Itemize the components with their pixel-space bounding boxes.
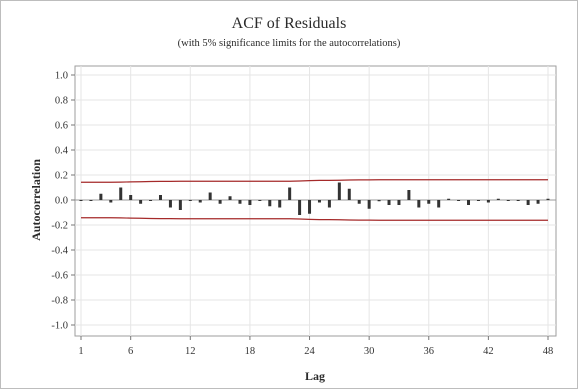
- acf-bar: [437, 200, 441, 208]
- y-tick-label: 0.0: [55, 196, 68, 207]
- acf-bar: [149, 200, 153, 201]
- acf-bar: [457, 200, 461, 201]
- acf-bar: [407, 190, 411, 200]
- x-tick-label: 1: [78, 346, 83, 357]
- acf-bar: [248, 200, 252, 205]
- x-tick-label: 18: [245, 346, 256, 357]
- y-tick-label: 0.8: [55, 96, 68, 107]
- y-axis-ticks: 1.0 0.8 0.6 0.4 0.2 0.0 -0.2 -0.4 -0.6 -0.8 -1.0: [51, 71, 75, 332]
- acf-bar: [337, 182, 341, 200]
- acf-bar: [178, 200, 182, 210]
- acf-bar: [546, 198, 550, 200]
- acf-bar: [168, 200, 172, 208]
- acf-bar: [536, 200, 540, 204]
- acf-bar: [99, 193, 103, 200]
- y-tick-label: -0.4: [51, 246, 68, 257]
- y-axis-label: Autocorrelation: [29, 159, 43, 241]
- acf-bar: [208, 192, 212, 200]
- acf-bar: [308, 200, 312, 214]
- x-axis-label: Lag: [305, 369, 325, 383]
- acf-bar: [188, 200, 192, 201]
- y-tick-label: -0.6: [51, 271, 68, 282]
- x-tick-label: 6: [128, 346, 133, 357]
- acf-bar: [317, 200, 321, 203]
- acf-bar: [119, 187, 123, 200]
- y-tick-label: -0.8: [51, 296, 68, 307]
- acf-bar: [238, 200, 242, 204]
- acf-bar: [506, 200, 510, 201]
- y-tick-label: -0.2: [51, 221, 68, 232]
- acf-bar: [377, 200, 381, 202]
- x-tick-label: 36: [424, 346, 435, 357]
- acf-bar: [387, 200, 391, 205]
- x-tick-label: 42: [483, 346, 494, 357]
- lower-significance-limit: [81, 217, 548, 221]
- plot-border: [74, 65, 557, 337]
- acf-bar: [397, 200, 401, 205]
- upper-significance-limit: [81, 179, 548, 183]
- chart-title: ACF of Residuals: [231, 15, 347, 32]
- acf-bar: [347, 188, 351, 200]
- acf-bar: [486, 200, 490, 203]
- acf-bar: [427, 200, 431, 204]
- acf-bar: [258, 200, 262, 201]
- x-tick-label: 24: [304, 346, 315, 357]
- acf-bar: [467, 200, 471, 205]
- acf-bar: [447, 198, 451, 200]
- y-tick-label: 0.4: [55, 146, 69, 157]
- acf-bar: [268, 200, 272, 207]
- x-tick-label: 12: [185, 346, 196, 357]
- acf-bar: [129, 195, 133, 200]
- acf-bar: [496, 198, 500, 200]
- y-tick-label: 1.0: [55, 71, 68, 82]
- acf-bar: [79, 200, 83, 201]
- gridlines: [75, 66, 556, 336]
- x-axis-ticks: 1 6 12 18 24 30 36 42 48: [78, 336, 553, 357]
- acf-bar: [89, 200, 93, 201]
- acf-bar: [516, 200, 520, 201]
- acf-bar: [298, 200, 302, 215]
- x-tick-label: 30: [364, 346, 375, 357]
- acf-bars: [79, 182, 550, 215]
- x-tick-label: 48: [543, 346, 554, 357]
- acf-bar: [288, 187, 292, 200]
- acf-bar: [218, 200, 222, 204]
- y-tick-label: 0.6: [55, 121, 68, 132]
- acf-bar: [158, 195, 162, 200]
- y-tick-label: -1.0: [51, 321, 68, 332]
- acf-bar: [367, 200, 371, 209]
- acf-bar: [278, 200, 282, 208]
- acf-bar: [327, 200, 331, 208]
- acf-bar: [417, 200, 421, 208]
- acf-bar: [139, 200, 143, 204]
- acf-bar: [476, 200, 480, 201]
- acf-bar: [109, 200, 113, 203]
- acf-bar: [357, 200, 361, 204]
- acf-bar: [526, 200, 530, 205]
- y-tick-label: 0.2: [55, 171, 68, 182]
- chart-subtitle: (with 5% significance limits for the aut…: [177, 38, 401, 49]
- acf-bar: [198, 200, 202, 203]
- acf-bar: [228, 196, 232, 200]
